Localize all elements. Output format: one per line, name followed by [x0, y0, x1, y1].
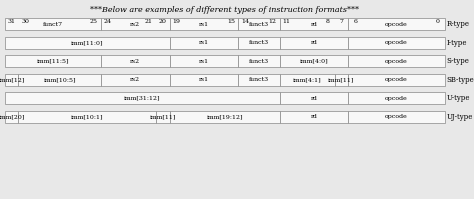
- Bar: [156, 111, 170, 123]
- Bar: [238, 18, 280, 30]
- Text: SB-type: SB-type: [447, 76, 474, 84]
- Text: I-type: I-type: [447, 39, 467, 47]
- Text: opcode: opcode: [385, 77, 408, 82]
- Text: rs1: rs1: [199, 22, 209, 27]
- Bar: [170, 55, 238, 67]
- Text: 11: 11: [283, 20, 291, 24]
- Text: rd: rd: [310, 40, 318, 45]
- Bar: [348, 74, 445, 86]
- Text: 8: 8: [326, 20, 330, 24]
- Text: imm[10:5]: imm[10:5]: [44, 77, 76, 82]
- Text: 0: 0: [436, 20, 440, 24]
- Text: UJ-type: UJ-type: [447, 113, 473, 121]
- Text: 19: 19: [173, 20, 181, 24]
- Text: 12: 12: [269, 20, 277, 24]
- Bar: [348, 55, 445, 67]
- Text: R-type: R-type: [447, 20, 470, 28]
- Text: funct3: funct3: [249, 59, 269, 64]
- Bar: [101, 74, 170, 86]
- Bar: [101, 18, 170, 30]
- Bar: [280, 74, 335, 86]
- Text: 7: 7: [339, 20, 344, 24]
- Bar: [5, 55, 101, 67]
- Bar: [5, 92, 280, 104]
- Text: 25: 25: [90, 20, 98, 24]
- Text: funct3: funct3: [249, 40, 269, 45]
- Text: imm[20]: imm[20]: [0, 114, 25, 119]
- Text: imm[4:0]: imm[4:0]: [300, 59, 328, 64]
- Text: 15: 15: [228, 20, 236, 24]
- Bar: [170, 37, 238, 49]
- Bar: [280, 55, 348, 67]
- Text: 6: 6: [353, 20, 357, 24]
- Bar: [18, 74, 101, 86]
- Bar: [280, 111, 348, 123]
- Bar: [348, 111, 445, 123]
- Text: 31: 31: [8, 20, 16, 24]
- Text: opcode: opcode: [385, 114, 408, 119]
- Bar: [335, 74, 348, 86]
- Text: rs2: rs2: [130, 59, 140, 64]
- Bar: [348, 92, 445, 104]
- Text: S-type: S-type: [447, 57, 469, 65]
- Text: 20: 20: [159, 20, 167, 24]
- Text: rs1: rs1: [199, 77, 209, 82]
- Text: opcode: opcode: [385, 40, 408, 45]
- Text: 24: 24: [104, 20, 112, 24]
- Bar: [280, 18, 348, 30]
- Bar: [5, 74, 18, 86]
- Text: 14: 14: [241, 20, 249, 24]
- Bar: [348, 18, 445, 30]
- Text: imm[11]: imm[11]: [149, 114, 176, 119]
- Bar: [238, 74, 280, 86]
- Text: rd: rd: [310, 96, 318, 101]
- Text: imm[11:5]: imm[11:5]: [36, 59, 69, 64]
- Text: imm[11:0]: imm[11:0]: [71, 40, 103, 45]
- Bar: [170, 74, 238, 86]
- Text: 30: 30: [21, 20, 29, 24]
- Text: imm[19:12]: imm[19:12]: [206, 114, 243, 119]
- Bar: [101, 55, 170, 67]
- Text: rd: rd: [310, 114, 318, 119]
- Text: ***Below are examples of different types of instruction formats***: ***Below are examples of different types…: [90, 6, 359, 14]
- Text: rd: rd: [310, 22, 318, 27]
- Text: imm[12]: imm[12]: [0, 77, 25, 82]
- Bar: [5, 37, 170, 49]
- Text: U-type: U-type: [447, 94, 470, 102]
- Text: opcode: opcode: [385, 22, 408, 27]
- Bar: [18, 111, 156, 123]
- Bar: [280, 92, 348, 104]
- Text: rs1: rs1: [199, 40, 209, 45]
- Bar: [5, 111, 18, 123]
- Bar: [170, 18, 238, 30]
- Bar: [170, 111, 280, 123]
- Text: rs1: rs1: [199, 59, 209, 64]
- Text: funct7: funct7: [43, 22, 63, 27]
- Text: imm[4:1]: imm[4:1]: [293, 77, 321, 82]
- Text: opcode: opcode: [385, 96, 408, 101]
- Text: imm[11]: imm[11]: [328, 77, 355, 82]
- Bar: [5, 18, 101, 30]
- Text: funct3: funct3: [249, 22, 269, 27]
- Text: rs2: rs2: [130, 22, 140, 27]
- Bar: [348, 37, 445, 49]
- Bar: [238, 37, 280, 49]
- Text: funct3: funct3: [249, 77, 269, 82]
- Text: opcode: opcode: [385, 59, 408, 64]
- Bar: [238, 55, 280, 67]
- Text: imm[31:12]: imm[31:12]: [124, 96, 161, 101]
- Text: 21: 21: [145, 20, 153, 24]
- Bar: [280, 37, 348, 49]
- Text: rs2: rs2: [130, 77, 140, 82]
- Text: imm[10:1]: imm[10:1]: [71, 114, 103, 119]
